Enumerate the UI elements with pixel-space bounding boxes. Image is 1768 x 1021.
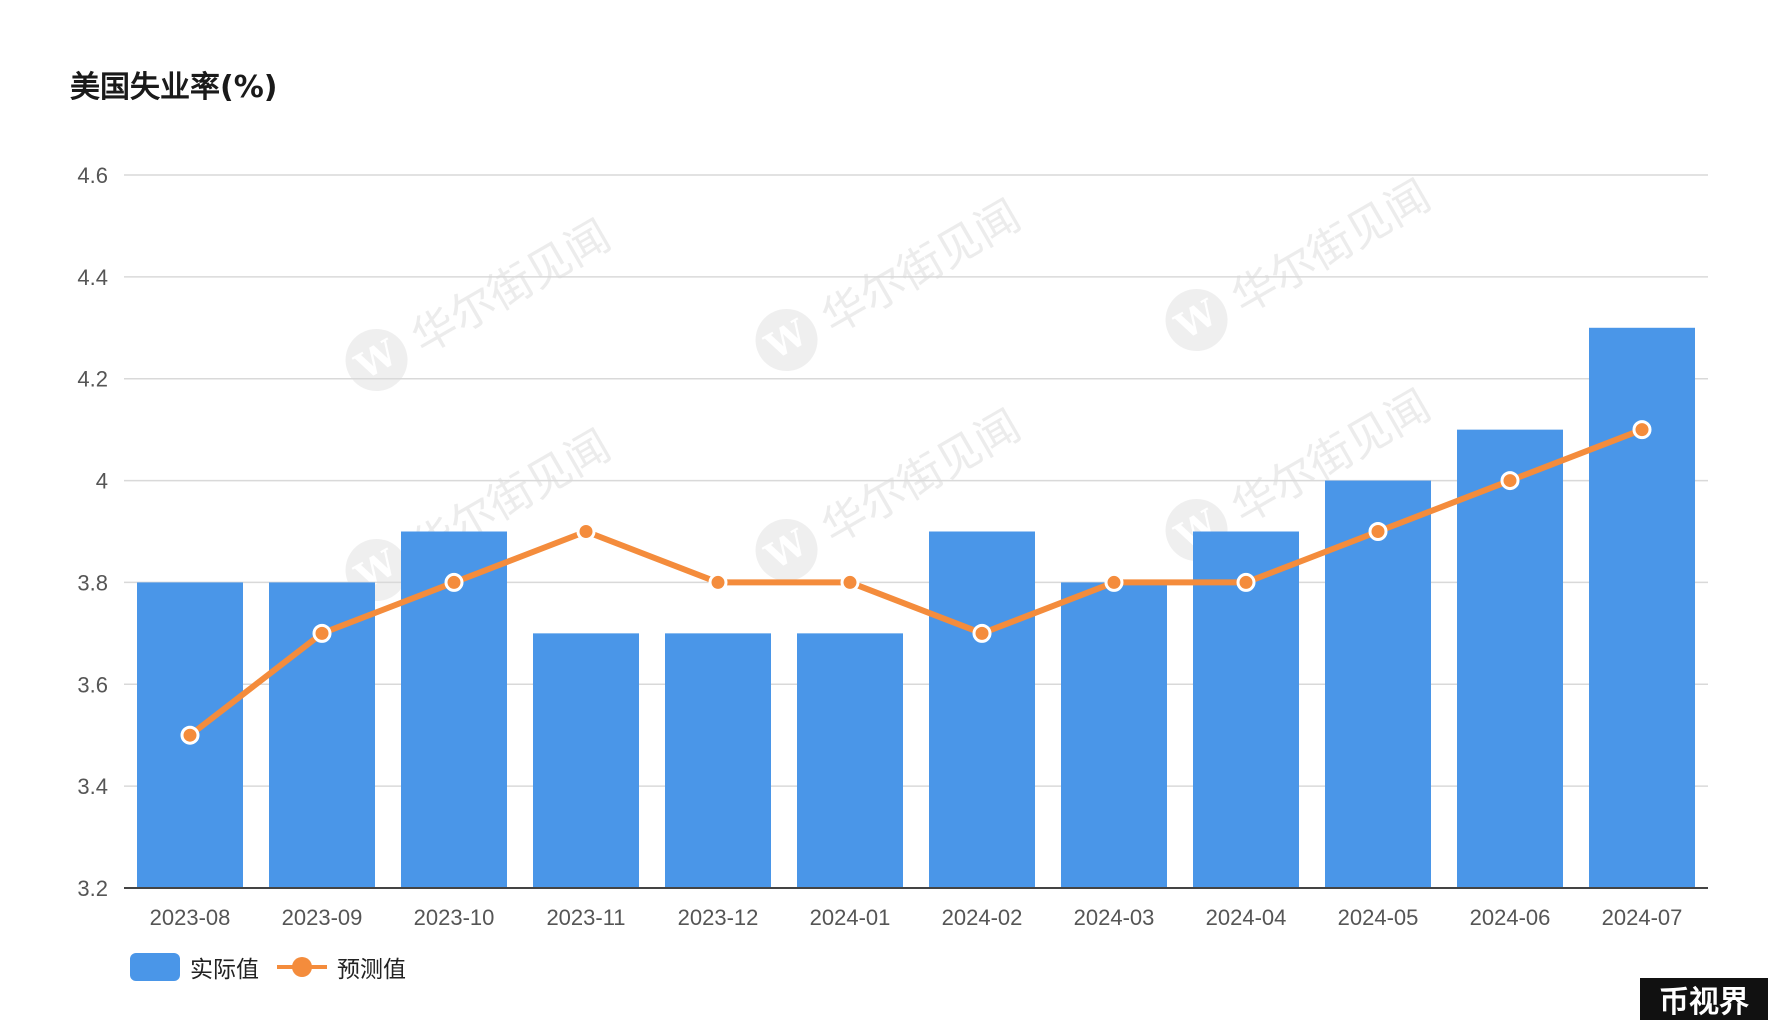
x-tick-label: 2024-06	[1470, 905, 1551, 930]
x-tick-label: 2023-10	[414, 905, 495, 930]
bar	[1325, 480, 1431, 888]
y-tick-label: 3.2	[77, 876, 108, 901]
y-tick-label: 3.8	[77, 570, 108, 595]
x-tick-label: 2024-05	[1338, 905, 1419, 930]
legend-label-forecast: 预测值	[337, 957, 406, 983]
y-tick-label: 4	[96, 469, 108, 494]
x-tick-label: 2024-01	[810, 905, 891, 930]
x-tick-label: 2024-07	[1602, 905, 1683, 930]
x-tick-label: 2024-04	[1206, 905, 1287, 930]
x-tick-label: 2023-09	[282, 905, 363, 930]
brand-logo: 币视界	[1640, 978, 1768, 1020]
bar	[929, 531, 1035, 888]
forecast-point	[312, 623, 332, 643]
x-tick-label: 2023-11	[546, 905, 625, 930]
bar	[1061, 582, 1167, 888]
legend-label-actual: 实际值	[190, 957, 259, 983]
y-tick-label: 3.6	[77, 672, 108, 697]
forecast-point	[972, 623, 992, 643]
forecast-point	[576, 522, 596, 541]
forecast-point	[1500, 471, 1520, 491]
forecast-point	[180, 725, 200, 745]
forecast-point	[1368, 522, 1388, 541]
legend: 实际值 预测值	[130, 950, 406, 984]
legend-item-forecast[interactable]: 预测值	[277, 950, 406, 984]
forecast-point	[1632, 420, 1652, 440]
forecast-line	[187, 426, 1645, 739]
y-tick-label: 3.4	[77, 774, 108, 799]
y-tick-label: 4.4	[77, 265, 108, 290]
legend-item-actual[interactable]: 实际值	[130, 950, 259, 984]
bar	[1457, 429, 1563, 888]
x-tick-label: 2024-03	[1074, 905, 1155, 930]
x-tick-label: 2024-02	[942, 905, 1023, 930]
forecast-point	[840, 572, 860, 592]
x-tick-label: 2023-12	[678, 905, 759, 930]
bar	[797, 633, 903, 888]
bar	[1589, 327, 1695, 888]
x-tick-label: 2023-08	[150, 905, 231, 930]
forecast-point	[1236, 572, 1256, 592]
forecast-point	[1104, 572, 1124, 592]
y-tick-label: 4.6	[77, 163, 108, 188]
y-tick-label: 4.2	[77, 367, 108, 392]
line-swatch-icon	[277, 953, 327, 981]
bar-swatch-icon	[130, 953, 180, 981]
bar	[533, 633, 639, 888]
chart-title: 美国失业率(%)	[70, 70, 278, 105]
bar	[665, 633, 771, 888]
forecast-point	[708, 572, 728, 592]
forecast-point	[444, 572, 464, 592]
